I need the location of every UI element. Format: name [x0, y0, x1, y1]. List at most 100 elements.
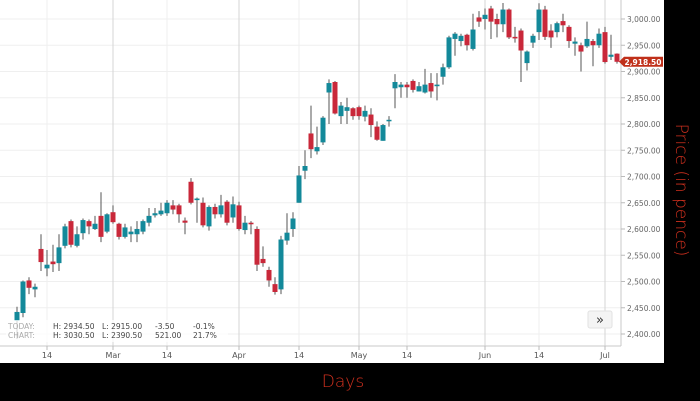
candle[interactable] — [254, 226, 260, 271]
candle[interactable] — [596, 28, 602, 48]
candle[interactable] — [464, 33, 470, 51]
candle[interactable] — [368, 108, 374, 138]
candle[interactable] — [452, 32, 458, 56]
candle[interactable] — [74, 226, 80, 248]
candle[interactable] — [272, 277, 278, 295]
candle[interactable] — [260, 246, 266, 267]
candle[interactable] — [188, 178, 194, 205]
candle[interactable] — [488, 5, 494, 39]
candle[interactable] — [398, 82, 404, 98]
candle[interactable] — [380, 124, 386, 141]
candle[interactable] — [548, 24, 554, 48]
candle[interactable] — [536, 3, 542, 40]
candle[interactable] — [248, 221, 254, 235]
candle[interactable] — [164, 200, 170, 216]
candle[interactable] — [212, 203, 218, 219]
candle[interactable] — [566, 25, 572, 48]
candle[interactable] — [182, 217, 188, 235]
candle[interactable] — [392, 74, 398, 109]
candle[interactable] — [476, 11, 482, 27]
candle[interactable] — [314, 126, 320, 155]
candle[interactable] — [554, 21, 560, 38]
candle[interactable] — [512, 26, 518, 43]
candle[interactable] — [116, 222, 122, 240]
candle[interactable] — [194, 197, 200, 223]
scroll-right-button[interactable]: » — [587, 310, 613, 329]
candle[interactable] — [218, 194, 224, 218]
candle[interactable] — [614, 53, 620, 64]
candle[interactable] — [56, 234, 62, 271]
candle[interactable] — [176, 203, 182, 223]
candle[interactable] — [44, 250, 50, 277]
candle[interactable] — [410, 79, 416, 93]
candle[interactable] — [290, 212, 296, 237]
candle[interactable] — [98, 192, 104, 243]
candle[interactable] — [584, 21, 590, 48]
candle[interactable] — [440, 63, 446, 85]
candle[interactable] — [428, 73, 434, 98]
candle[interactable] — [434, 73, 440, 101]
candle[interactable] — [332, 80, 338, 115]
candle[interactable] — [242, 215, 248, 235]
candle[interactable] — [296, 166, 302, 203]
candle[interactable] — [26, 277, 32, 295]
candle[interactable] — [608, 34, 614, 60]
candle[interactable] — [422, 68, 428, 94]
candle[interactable] — [602, 26, 608, 64]
candles[interactable] — [14, 2, 620, 339]
candle[interactable] — [302, 150, 308, 180]
candle[interactable] — [284, 213, 290, 245]
candle[interactable] — [458, 33, 464, 47]
candle[interactable] — [404, 82, 410, 98]
candle[interactable] — [50, 244, 56, 273]
candle[interactable] — [386, 116, 392, 127]
candle[interactable] — [362, 105, 368, 122]
candle[interactable] — [110, 205, 116, 224]
candle[interactable] — [542, 5, 548, 40]
candle[interactable] — [134, 221, 140, 243]
candle[interactable] — [416, 82, 422, 92]
candle[interactable] — [170, 200, 176, 215]
candle[interactable] — [560, 13, 566, 33]
candle[interactable] — [224, 200, 230, 226]
candle[interactable] — [200, 197, 206, 228]
candle[interactable] — [38, 234, 44, 271]
candle[interactable] — [104, 213, 110, 234]
candle[interactable] — [470, 13, 476, 51]
candle[interactable] — [230, 196, 236, 223]
candle[interactable] — [158, 202, 164, 216]
candle[interactable] — [20, 280, 26, 318]
candle[interactable] — [572, 37, 578, 56]
candle[interactable] — [62, 223, 68, 249]
candle[interactable] — [326, 79, 332, 124]
candle[interactable] — [140, 219, 146, 235]
candle[interactable] — [152, 208, 158, 218]
candle[interactable] — [80, 218, 86, 240]
candle[interactable] — [518, 28, 524, 82]
candle[interactable] — [128, 226, 134, 243]
candle[interactable] — [590, 38, 596, 67]
candle[interactable] — [122, 223, 128, 239]
candle[interactable] — [338, 101, 344, 124]
candle[interactable] — [278, 235, 284, 295]
candle[interactable] — [500, 2, 506, 33]
candle[interactable] — [494, 13, 500, 38]
candle[interactable] — [506, 8, 512, 39]
candle[interactable] — [446, 35, 452, 69]
candle[interactable] — [92, 215, 98, 231]
candle[interactable] — [236, 201, 242, 231]
candle[interactable] — [482, 8, 488, 30]
candle[interactable] — [320, 116, 326, 145]
candle[interactable] — [578, 42, 584, 72]
candle[interactable] — [68, 219, 74, 248]
candle[interactable] — [350, 107, 356, 120]
candle[interactable] — [524, 50, 530, 71]
candle[interactable] — [86, 219, 92, 235]
candle[interactable] — [266, 266, 272, 287]
candle[interactable] — [374, 121, 380, 141]
candle[interactable] — [146, 208, 152, 227]
candle[interactable] — [356, 105, 362, 120]
candle[interactable] — [530, 33, 536, 48]
candle[interactable] — [308, 105, 314, 159]
candle[interactable] — [344, 97, 350, 124]
